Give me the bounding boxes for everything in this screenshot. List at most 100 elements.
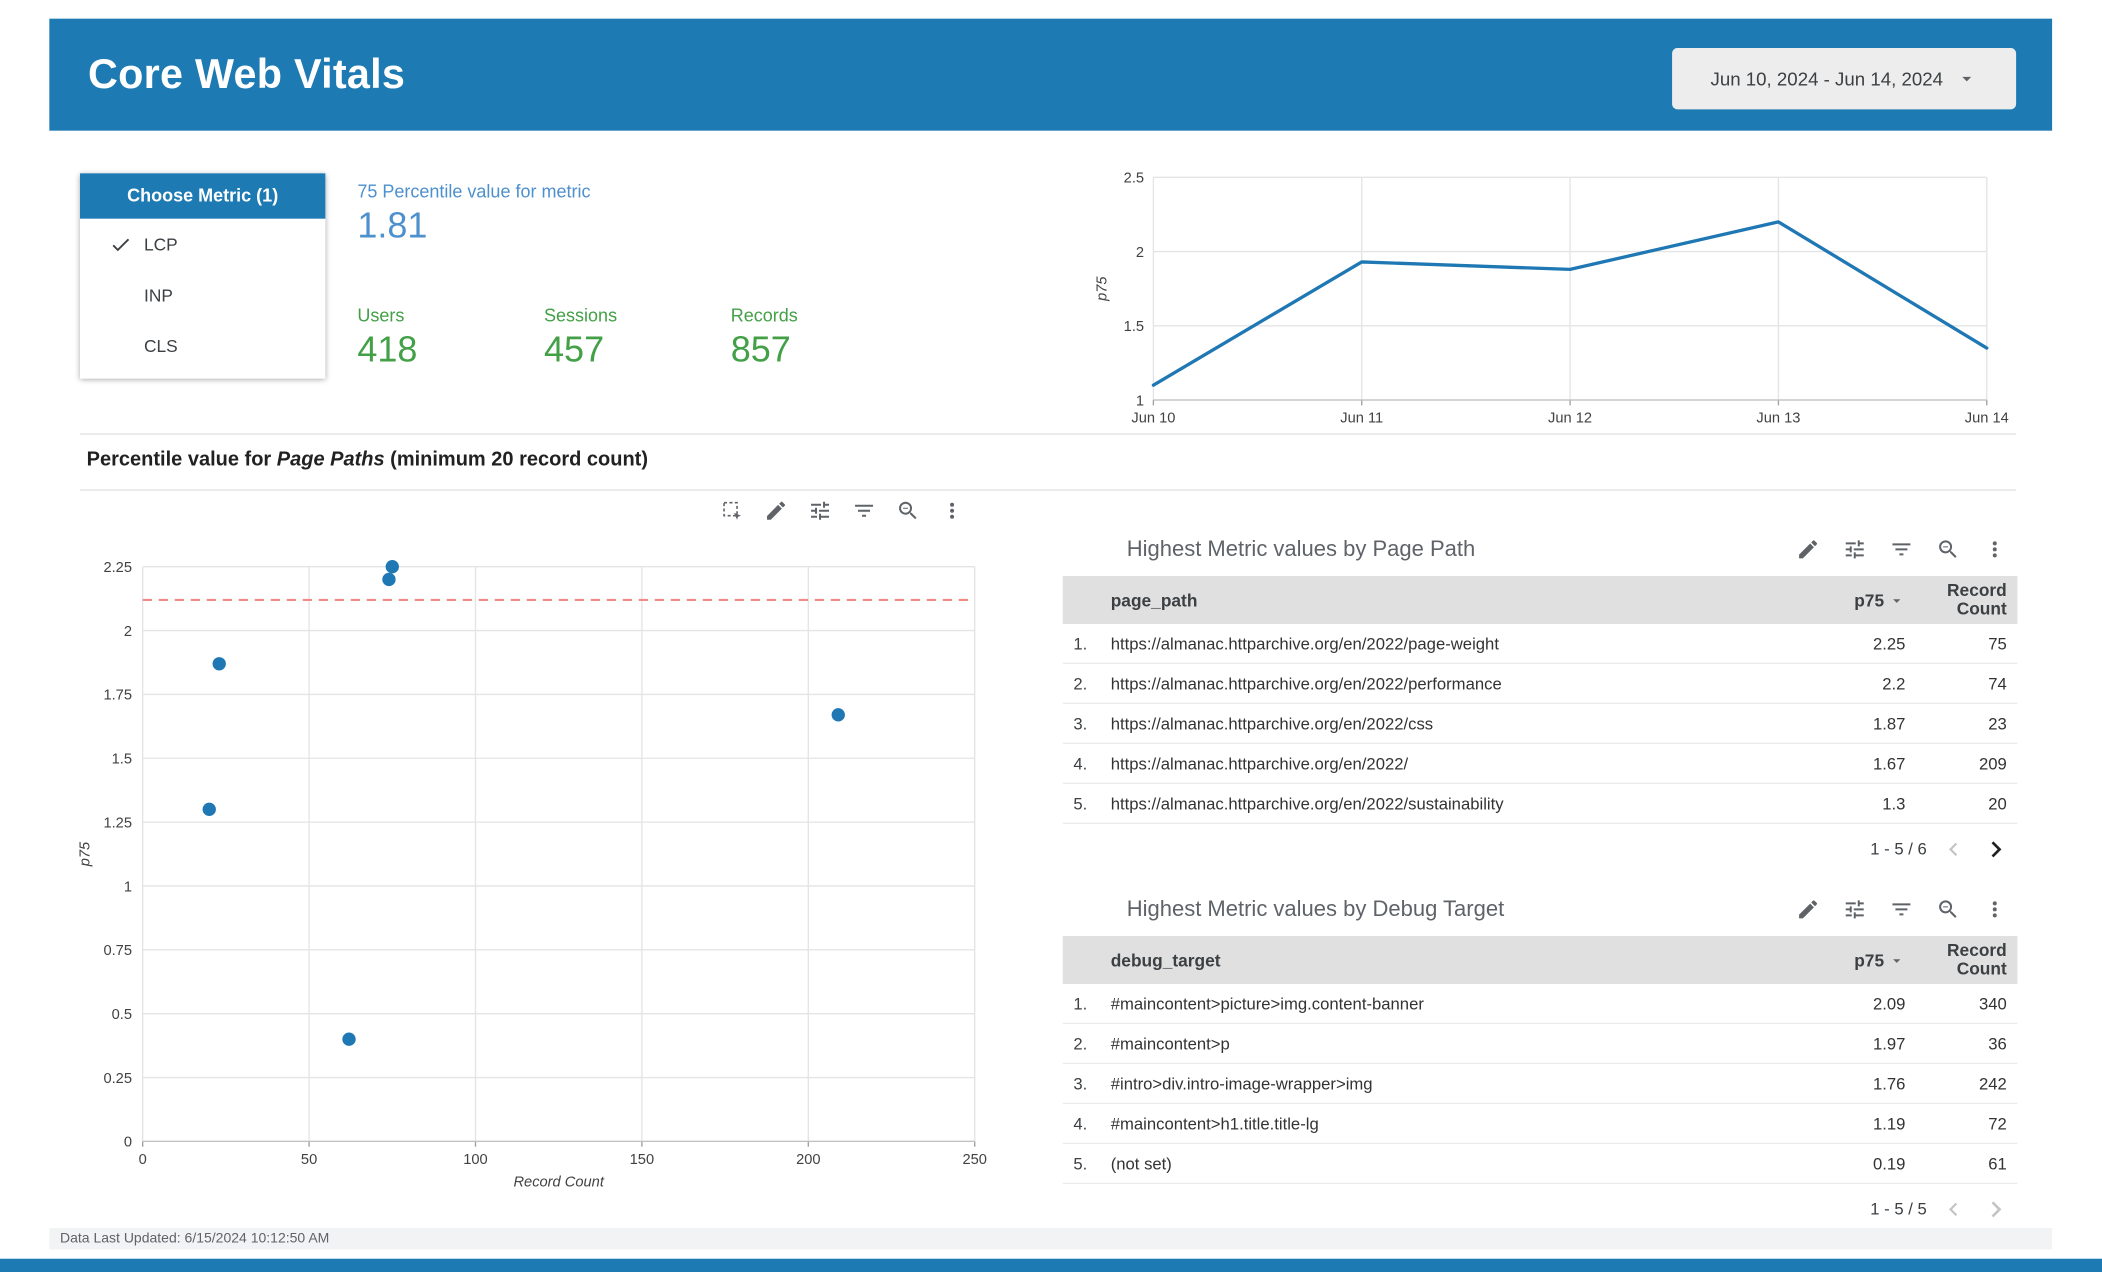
row-key[interactable]: https://almanac.httparchive.org/en/2022/… <box>1110 634 1499 653</box>
column-p75-sort[interactable]: p75 <box>1764 950 1911 970</box>
table-row: 3. #intro>div.intro-image-wrapper>img 1.76… <box>1062 1064 2018 1105</box>
scatter-chart: 0 0.25 0.5 0.75 1 1.25 1.5 1.75 2 2.25 0 50 100 150 20… <box>73 549 1006 1216</box>
table-column-header: page_path p75 Record Count <box>1062 576 2018 625</box>
filter-icon[interactable] <box>852 499 876 523</box>
tune-icon[interactable] <box>1843 537 1867 561</box>
row-p75: 1.67 <box>1872 754 1906 773</box>
row-index: 4. <box>1073 1114 1088 1133</box>
row-index: 1. <box>1073 634 1088 653</box>
row-p75: 2.09 <box>1872 994 1906 1013</box>
page-title: Core Web Vitals <box>88 50 406 98</box>
more-vert-icon[interactable] <box>1983 537 2007 561</box>
column-p75-sort[interactable]: p75 <box>1764 590 1911 610</box>
svg-text:0.25: 0.25 <box>103 1071 132 1087</box>
svg-text:1.75: 1.75 <box>103 688 132 704</box>
bottom-accent-bar <box>0 1258 2102 1272</box>
table-toolbar <box>1796 897 2017 921</box>
filter-icon[interactable] <box>1889 897 1913 921</box>
sort-desc-icon <box>1888 591 1905 608</box>
svg-text:p75: p75 <box>1095 276 1111 302</box>
column-page-path: page_path <box>1110 590 1198 611</box>
svg-text:0: 0 <box>139 1152 147 1168</box>
metric-option-label: INP <box>144 284 173 305</box>
row-index: 3. <box>1073 714 1088 733</box>
prev-page-icon[interactable] <box>1940 1196 1967 1223</box>
edit-icon[interactable] <box>764 499 788 523</box>
scorecard-value: 418 <box>357 329 418 370</box>
metric-option-lcp[interactable]: LCP <box>80 219 325 270</box>
svg-text:1: 1 <box>124 879 132 895</box>
last-updated-text: Data Last Updated: 6/15/2024 10:12:50 AM <box>60 1230 330 1247</box>
table-row: 1. https://almanac.httparchive.org/en/202… <box>1062 624 2018 665</box>
row-key[interactable]: #maincontent>h1.title.title-lg <box>1110 1114 1319 1133</box>
zoom-icon[interactable] <box>896 499 920 523</box>
tune-icon[interactable] <box>1843 897 1867 921</box>
row-record-count: 20 <box>1988 794 2007 813</box>
row-p75: 1.19 <box>1872 1114 1906 1133</box>
metric-option-inp[interactable]: INP <box>80 269 325 320</box>
tune-icon[interactable] <box>808 499 832 523</box>
svg-text:Jun 13: Jun 13 <box>1756 411 1800 427</box>
row-key[interactable]: #maincontent>picture>img.content-banner <box>1110 994 1424 1013</box>
next-page-icon[interactable] <box>1980 833 2012 865</box>
scorecard-label: 75 Percentile value for metric <box>357 181 591 202</box>
svg-text:Record Count: Record Count <box>513 1175 604 1191</box>
scorecard-sessions: Sessions 457 <box>544 305 617 370</box>
row-index: 1. <box>1073 994 1088 1013</box>
table-head: Highest Metric values by Page Path <box>1063 531 2018 568</box>
table-page-path: Highest Metric values by Page Path page_… <box>1062 531 2018 875</box>
zoom-icon[interactable] <box>1936 537 1960 561</box>
filter-icon[interactable] <box>1889 537 1913 561</box>
row-key[interactable]: #intro>div.intro-image-wrapper>img <box>1110 1074 1373 1093</box>
row-index: 2. <box>1073 674 1088 693</box>
footer: Data Last Updated: 6/15/2024 10:12:50 AM <box>49 1228 2053 1250</box>
table-debug-target: Highest Metric values by Debug Target de… <box>1062 891 2018 1235</box>
edit-icon[interactable] <box>1796 897 1820 921</box>
more-vert-icon[interactable] <box>1983 897 2007 921</box>
select-icon[interactable] <box>720 499 744 523</box>
row-key[interactable]: (not set) <box>1110 1154 1172 1173</box>
row-index: 5. <box>1073 1154 1088 1173</box>
svg-text:250: 250 <box>962 1152 986 1168</box>
row-record-count: 61 <box>1988 1154 2007 1173</box>
pagination: 1 - 5 / 6 <box>1063 824 2018 875</box>
scorecard-label: Records <box>730 305 798 326</box>
date-range-picker[interactable]: Jun 10, 2024 - Jun 14, 2024 <box>1672 48 2017 110</box>
scorecard-value: 857 <box>730 329 791 370</box>
svg-text:2.5: 2.5 <box>1124 171 1144 187</box>
svg-text:Jun 10: Jun 10 <box>1131 411 1175 427</box>
row-key[interactable]: https://almanac.httparchive.org/en/2022/ <box>1110 754 1409 773</box>
svg-text:200: 200 <box>796 1152 820 1168</box>
scorecard-label: Users <box>357 305 405 326</box>
row-record-count: 72 <box>1988 1114 2007 1133</box>
row-record-count: 340 <box>1978 994 2007 1013</box>
svg-text:0.5: 0.5 <box>112 1007 132 1023</box>
prev-page-icon[interactable] <box>1940 836 1967 863</box>
divider <box>80 489 2017 491</box>
edit-icon[interactable] <box>1796 537 1820 561</box>
scorecard-records: Records 857 <box>731 305 798 370</box>
row-key[interactable]: https://almanac.httparchive.org/en/2022/… <box>1110 714 1434 733</box>
table-row: 2. #maincontent>p 1.97 36 <box>1062 1024 2018 1065</box>
table-row: 5. (not set) 0.19 61 <box>1062 1144 2018 1185</box>
metric-option-cls[interactable]: CLS <box>80 320 325 371</box>
row-record-count: 36 <box>1988 1034 2007 1053</box>
table-row: 4. https://almanac.httparchive.org/en/202… <box>1062 744 2018 785</box>
row-record-count: 242 <box>1978 1074 2007 1093</box>
svg-text:2: 2 <box>124 624 132 640</box>
row-p75: 2.25 <box>1872 634 1906 653</box>
row-record-count: 75 <box>1988 634 2007 653</box>
svg-text:0.75: 0.75 <box>103 943 132 959</box>
row-key[interactable]: https://almanac.httparchive.org/en/2022/… <box>1110 674 1502 693</box>
table-column-header: debug_target p75 Record Count <box>1062 936 2018 985</box>
more-vert-icon[interactable] <box>940 499 964 523</box>
page-range-label: 1 - 5 / 5 <box>1870 1200 1927 1219</box>
next-page-icon[interactable] <box>1980 1193 2012 1225</box>
sort-desc-icon <box>1888 951 1905 968</box>
row-key[interactable]: #maincontent>p <box>1110 1034 1230 1053</box>
row-key[interactable]: https://almanac.httparchive.org/en/2022/… <box>1110 794 1504 813</box>
zoom-icon[interactable] <box>1936 897 1960 921</box>
svg-text:50: 50 <box>301 1152 317 1168</box>
header: Core Web Vitals Jun 10, 2024 - Jun 14, 2… <box>49 18 2053 131</box>
